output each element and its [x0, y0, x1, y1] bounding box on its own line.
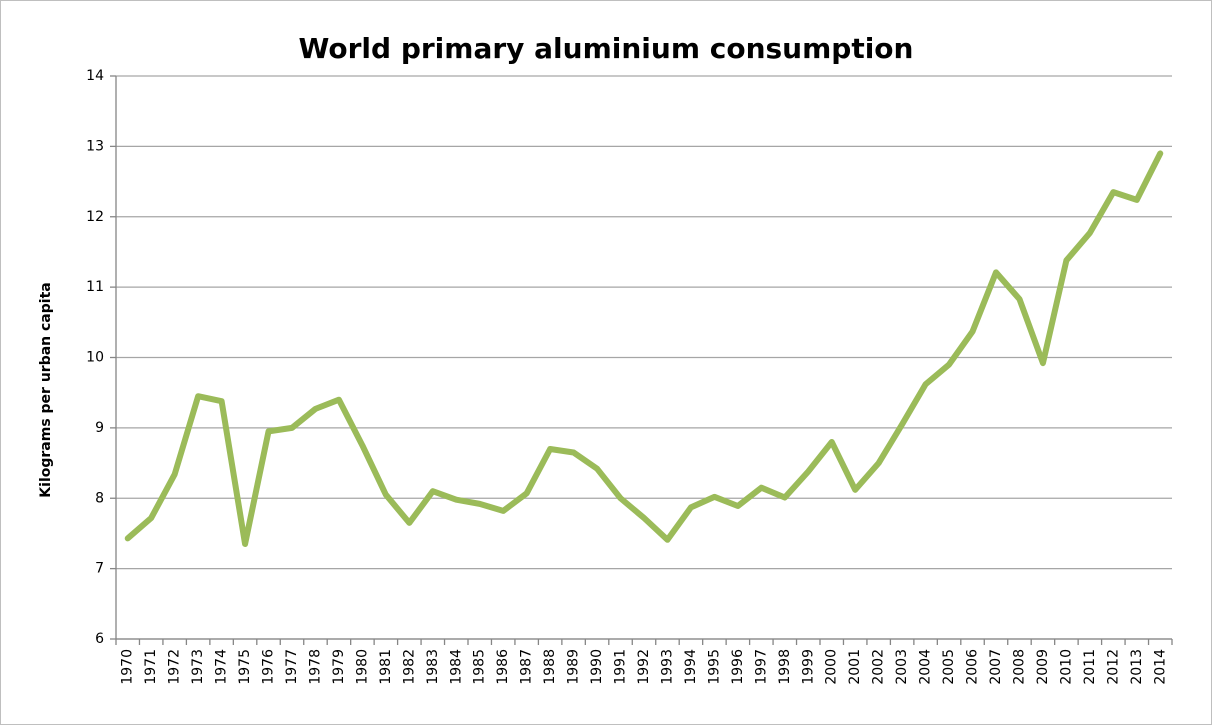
x-tick-label: 1998 [777, 649, 793, 685]
x-tick-label: 2011 [1082, 649, 1098, 685]
x-tick-label: 1972 [167, 649, 183, 685]
x-tick-label: 1986 [495, 649, 511, 685]
x-tick-label: 2013 [1129, 649, 1145, 685]
x-tick-label: 2012 [1105, 649, 1121, 685]
x-tick-label: 1978 [307, 649, 323, 685]
x-tick-label: 2008 [1011, 649, 1027, 685]
x-tick-label: 1979 [331, 649, 347, 685]
x-tick-label: 1976 [261, 649, 277, 685]
x-tick-label: 1971 [143, 649, 159, 685]
x-tick-label: 1982 [401, 649, 417, 685]
x-tick-label: 2007 [988, 649, 1004, 685]
x-tick-label: 1995 [706, 649, 722, 685]
x-tick-label: 1987 [519, 649, 535, 685]
x-tick-label: 1975 [237, 649, 253, 685]
y-tick-label: 6 [95, 631, 104, 647]
y-tick-label: 7 [95, 561, 104, 577]
x-tick-label: 1999 [800, 649, 816, 685]
x-tick-label: 1990 [589, 649, 605, 685]
x-tick-label: 1992 [636, 649, 652, 685]
x-tick-label: 2003 [894, 649, 910, 685]
x-tick-label: 1997 [753, 649, 769, 685]
x-tick-label: 2001 [847, 649, 863, 685]
y-tick-label: 13 [86, 138, 104, 154]
x-tick-label: 2006 [965, 649, 981, 685]
x-tick-label: 2005 [941, 649, 957, 685]
x-tick-label: 2009 [1035, 649, 1051, 685]
y-tick-label: 9 [95, 420, 104, 436]
y-tick-label: 10 [86, 350, 104, 366]
chart-title: World primary aluminium consumption [299, 32, 914, 65]
data-line [124, 150, 1164, 547]
y-tick-label: 14 [86, 68, 104, 84]
y-axis-label: Kilograms per urban capita [38, 282, 54, 497]
x-tick-label: 1977 [284, 649, 300, 685]
x-tick-label: 1991 [613, 649, 629, 685]
x-tick-label: 1980 [354, 649, 370, 685]
x-tick-label: 1989 [566, 649, 582, 685]
x-tick-label: 1993 [659, 649, 675, 685]
x-tick-label: 2004 [918, 649, 934, 685]
y-tick-label: 11 [86, 279, 104, 295]
x-tick-label: 2002 [871, 649, 887, 685]
x-tick-label: 2000 [824, 649, 840, 685]
y-tick-label: 8 [95, 490, 104, 506]
x-tick-label: 1985 [472, 649, 488, 685]
x-tick-label: 2014 [1152, 649, 1168, 685]
x-tick-label: 1988 [542, 649, 558, 685]
y-tick-label: 12 [86, 209, 104, 225]
x-tick-label: 1974 [214, 649, 230, 685]
x-tick-label: 1983 [425, 649, 441, 685]
x-tick-label: 2010 [1058, 649, 1074, 685]
x-tick-label: 1981 [378, 649, 394, 685]
x-tick-label: 1984 [448, 649, 464, 685]
x-tick-label: 1994 [683, 649, 699, 685]
x-tick-label: 1973 [190, 649, 206, 685]
x-tick-label: 1996 [730, 649, 746, 685]
x-tick-label: 1970 [120, 649, 136, 685]
